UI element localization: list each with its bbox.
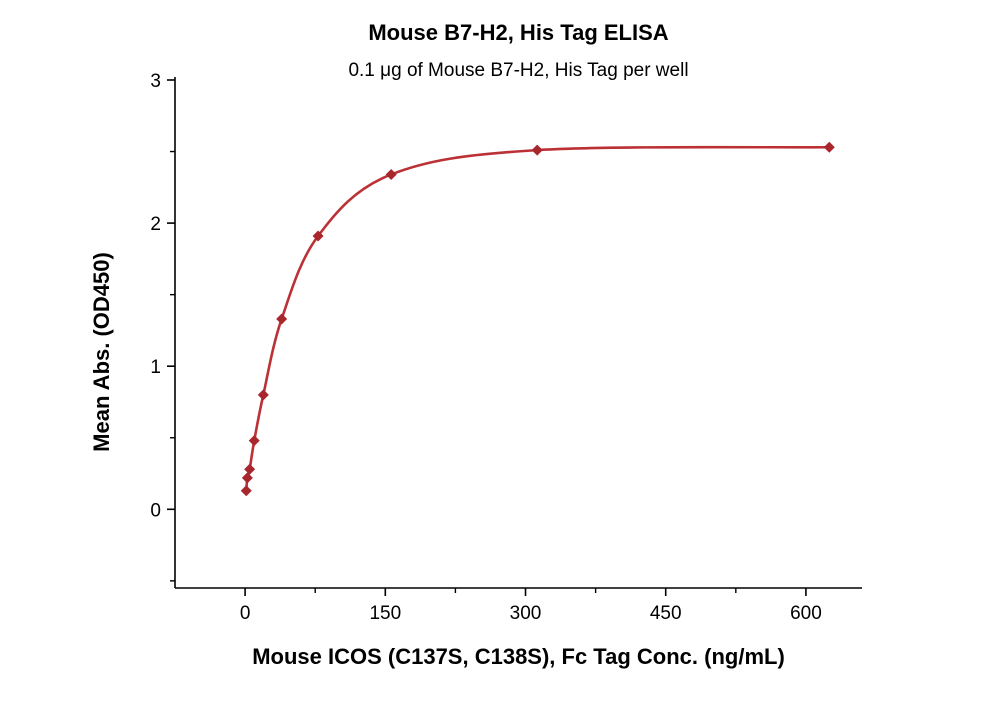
x-tick-label: 600 xyxy=(790,603,822,624)
fit-curve xyxy=(244,145,831,492)
x-tick-label: 450 xyxy=(650,603,682,624)
y-tick-label: 3 xyxy=(150,71,161,92)
y-tick-label: 0 xyxy=(150,500,161,521)
data-point-marker xyxy=(385,168,397,180)
y-tick-label: 2 xyxy=(150,214,161,235)
data-point-marker xyxy=(312,230,324,242)
x-tick-label: 150 xyxy=(369,603,401,624)
x-tick-label: 0 xyxy=(240,603,251,624)
data-point-marker xyxy=(276,313,288,325)
data-point-marker xyxy=(823,141,835,153)
x-tick-label: 300 xyxy=(510,603,542,624)
y-tick-label: 1 xyxy=(150,357,161,378)
data-point-marker xyxy=(240,485,252,497)
x-axis-label: Mouse ICOS (C137S, C138S), Fc Tag Conc. … xyxy=(252,644,785,669)
chart-subtitle: 0.1 μg of Mouse B7-H2, His Tag per well xyxy=(348,60,689,81)
data-point-marker xyxy=(257,389,269,401)
chart-title: Mouse B7-H2, His Tag ELISA xyxy=(368,20,669,45)
data-point-marker xyxy=(248,435,260,447)
data-point-marker xyxy=(241,472,253,484)
data-point-marker xyxy=(244,463,256,475)
data-point-marker xyxy=(531,144,543,156)
